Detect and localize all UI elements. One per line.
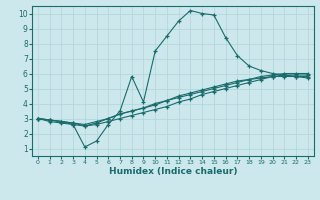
- X-axis label: Humidex (Indice chaleur): Humidex (Indice chaleur): [108, 167, 237, 176]
